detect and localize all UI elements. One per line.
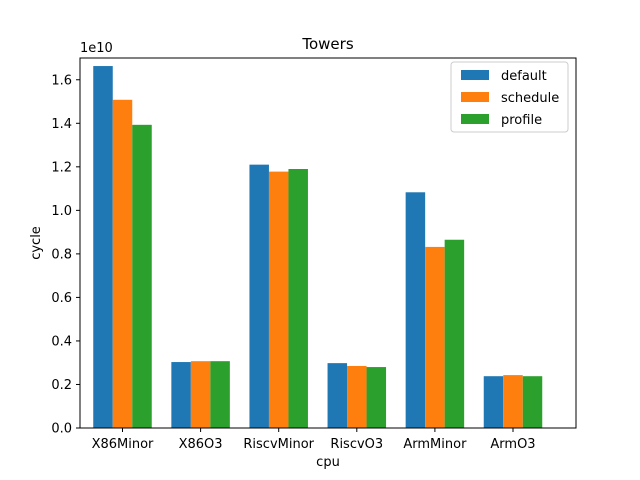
y-offset-label: 1e10 [80,41,113,56]
bar-schedule-RiscvMinor [268,171,289,429]
y-tick-label: 1.6 [51,73,72,88]
bar-default-X86O3 [171,362,191,428]
legend-label-schedule: schedule [501,91,559,106]
y-tick-label: 0.4 [51,334,72,349]
bar-default-RiscvO3 [327,363,348,428]
bar-profile-X86Minor [132,124,152,428]
x-tick-label: RiscvO3 [330,437,383,452]
legend-swatch-schedule [461,92,489,102]
legend: default schedule profile [450,61,569,133]
x-tick-label: ArmMinor [403,437,467,452]
y-tick-label: 1.2 [51,160,72,175]
x-tick-label: ArmO3 [490,437,535,452]
plot-frame [79,57,577,429]
legend-swatch-default [461,70,489,80]
y-tick-label: 0.0 [51,422,72,437]
y-tick-label: 0.6 [51,291,72,306]
bar-profile-RiscvMinor [288,169,308,428]
bar-profile-ArmO3 [522,376,543,428]
bar-profile-RiscvO3 [366,367,387,428]
bar-default-RiscvMinor [249,164,269,428]
bar-profile-ArmMinor [444,239,465,428]
bar-schedule-X86Minor [112,99,133,428]
bars-group [93,66,543,429]
x-axis-label: cpu [316,455,340,470]
y-tick-label: 1.0 [51,204,72,219]
bar-schedule-ArmMinor [425,246,445,428]
bar-schedule-ArmO3 [503,375,523,428]
legend-label-default: default [501,69,547,84]
legend-label-profile: profile [501,113,542,128]
chart-title: Towers [301,35,353,53]
bar-profile-X86O3 [210,361,230,428]
bar-default-X86Minor [93,66,113,429]
bar-default-ArmO3 [483,376,504,428]
y-axis: 0.0 0.2 0.4 0.6 0.8 1.0 1.2 1.4 1.6 [51,73,80,437]
bar-default-ArmMinor [405,192,426,428]
y-tick-label: 0.8 [51,247,72,262]
y-tick-label: 1.4 [51,117,72,132]
bar-schedule-RiscvO3 [347,365,367,428]
y-axis-label: cycle [29,226,44,260]
y-tick-label: 0.2 [51,378,72,393]
x-tick-label: X86O3 [179,437,223,452]
x-axis: X86Minor X86O3 RiscvMinor RiscvO3 ArmMinor Ar… [92,428,536,452]
legend-swatch-profile [461,114,489,124]
bar-schedule-X86O3 [190,361,211,428]
x-tick-label: X86Minor [92,437,154,452]
x-tick-label: RiscvMinor [243,437,314,452]
